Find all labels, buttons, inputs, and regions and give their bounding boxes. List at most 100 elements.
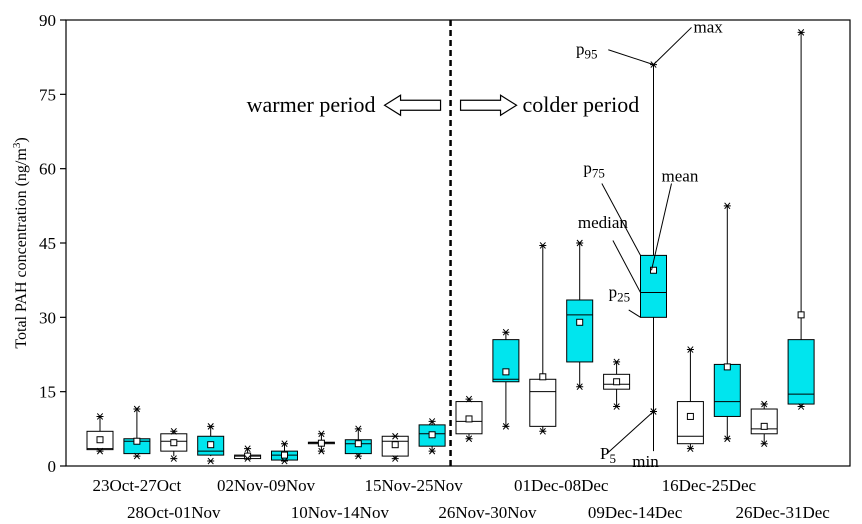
p25-pointer: [628, 309, 641, 318]
p5-label: P5: [600, 444, 616, 466]
box-14: [566, 239, 594, 391]
min-marker: [760, 440, 768, 448]
max-marker: [723, 202, 731, 210]
x-tick-label: 26Dec-31Dec: [735, 503, 830, 522]
mean-marker: [354, 440, 362, 448]
x-tick-label: 10Nov-14Nov: [291, 503, 390, 522]
max-marker: [613, 358, 621, 366]
box-series: [86, 29, 815, 465]
axes: 0 15 30 45 60 75 90 Total PAH concentration (ng…: [11, 11, 851, 476]
box-10: [418, 418, 446, 455]
box-11: [455, 395, 483, 443]
min-marker: [686, 445, 694, 452]
box-1: [86, 413, 114, 455]
min-marker: [613, 403, 621, 410]
y-tick-label: 15: [39, 383, 56, 402]
max-marker: [391, 432, 399, 440]
mean-marker: [207, 441, 215, 449]
y-tick-label: 60: [39, 160, 56, 179]
min-marker: [133, 452, 141, 460]
box-4: [197, 423, 225, 465]
x-tick-label: 15Nov-25Nov: [365, 476, 464, 495]
x-tick-label: 02Nov-09Nov: [217, 476, 316, 495]
box-5: [234, 445, 262, 462]
y-axis-label: Total PAH concentration (ng/m3): [11, 137, 30, 348]
arrow-left-icon: [383, 94, 442, 117]
x-tick-label: 26Nov-30Nov: [438, 503, 537, 522]
y-tick-label: 90: [39, 11, 56, 30]
max-marker: [797, 29, 805, 36]
min-marker: [170, 455, 178, 462]
y-tick-label: 30: [39, 308, 56, 327]
box-body: [566, 299, 594, 363]
box-19: [750, 400, 778, 448]
p75-label: p75: [583, 159, 605, 181]
box-9: [381, 432, 409, 462]
mean-marker: [613, 378, 621, 386]
max-label: max: [694, 17, 724, 36]
median-pointer: [612, 240, 641, 293]
box-16: [640, 61, 667, 415]
max-marker: [502, 328, 510, 336]
mean-marker: [576, 318, 584, 326]
mean-marker: [133, 437, 141, 445]
min-marker: [391, 455, 399, 462]
max-pointer: [653, 27, 692, 65]
max-marker: [244, 445, 252, 452]
box-12: [492, 328, 520, 430]
max-marker: [96, 413, 104, 420]
box-body: [529, 378, 557, 427]
box-body: [640, 254, 667, 318]
max-marker: [760, 400, 768, 408]
p95-pointer: [608, 49, 654, 66]
max-marker: [539, 242, 547, 249]
box-body: [492, 339, 520, 383]
min-marker: [207, 457, 215, 465]
min-marker: [502, 423, 510, 430]
box-15: [603, 358, 631, 410]
box-body: [750, 408, 778, 435]
box-13: [529, 242, 557, 435]
box-8: [344, 425, 372, 460]
min-label: min: [632, 452, 659, 471]
mean-marker: [686, 412, 694, 420]
mean-marker: [502, 368, 510, 376]
box-3: [160, 427, 188, 462]
x-tick-label: 16Dec-25Dec: [662, 476, 757, 495]
box-17: [676, 346, 704, 452]
x-tick-labels: 23Oct-27Oct 28Oct-01Nov 02Nov-09Nov 10Nov-1…: [93, 476, 831, 522]
mean-marker: [96, 436, 104, 444]
mean-marker: [723, 363, 731, 371]
mean-marker: [797, 311, 805, 319]
max-marker: [207, 423, 215, 430]
box-2: [123, 405, 151, 460]
min-marker: [96, 447, 104, 455]
y-tick-label: 45: [39, 234, 56, 253]
max-marker: [686, 346, 694, 353]
p5-pointer: [606, 411, 654, 454]
mean-pointer: [651, 183, 672, 271]
min-marker: [317, 447, 325, 455]
box-body: [787, 339, 815, 405]
mean-marker: [760, 422, 768, 430]
box-body: [713, 363, 741, 417]
annotations: warmer period colder period max p95 mean p75 m…: [247, 17, 724, 471]
min-marker: [797, 403, 805, 410]
box-18: [713, 202, 741, 443]
y-tick-label: 0: [48, 457, 57, 476]
mean-label: mean: [662, 167, 699, 186]
mean-marker: [428, 431, 436, 439]
min-marker: [723, 435, 731, 443]
box-20: [787, 29, 815, 410]
mean-marker: [539, 373, 547, 381]
max-marker: [281, 440, 288, 448]
max-marker: [428, 418, 436, 425]
min-marker: [465, 435, 473, 443]
min-marker: [576, 383, 584, 391]
warmer-period-label: warmer period: [247, 92, 376, 117]
max-marker: [133, 405, 141, 413]
min-marker: [244, 455, 252, 462]
mean-marker: [317, 439, 325, 447]
min-marker: [539, 427, 547, 435]
